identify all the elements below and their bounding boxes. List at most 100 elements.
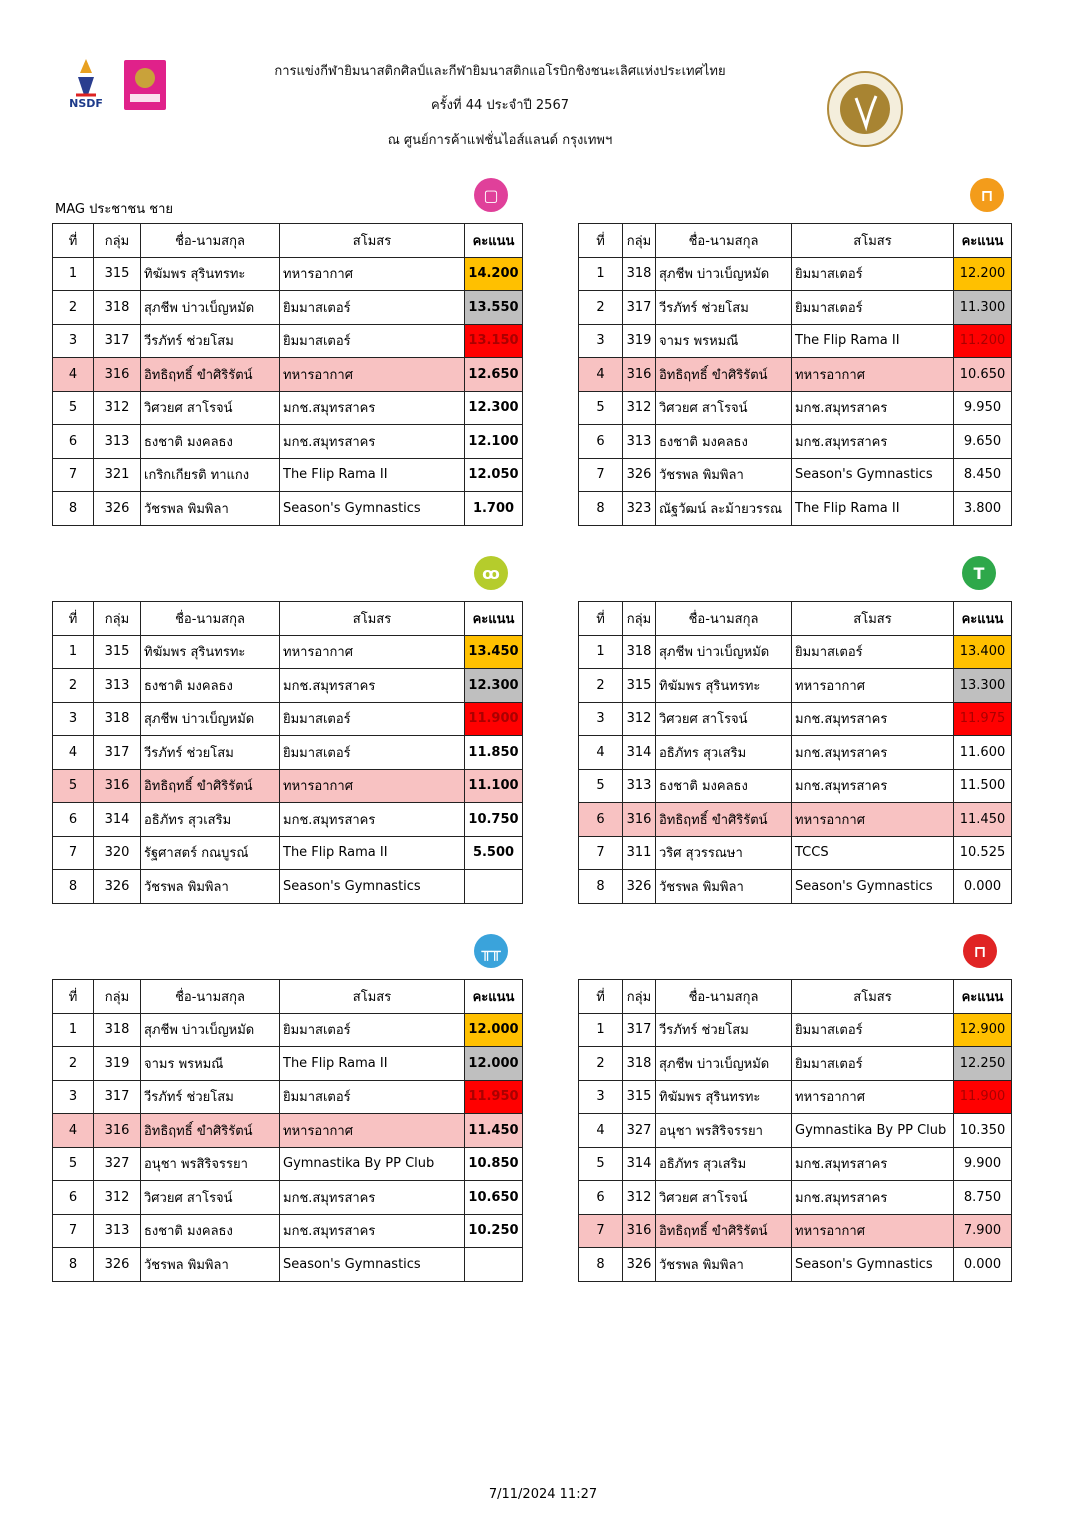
score-cell: 8.450: [953, 457, 1012, 492]
group-cell: 323: [622, 491, 656, 526]
club-cell: TCCS: [791, 835, 954, 870]
rank-cell: 6: [578, 1180, 623, 1215]
rank-cell: 5: [578, 1146, 623, 1181]
table-row: 1 318 สุภชีพ บ่าวเบ็ญหมัด ยิมมาสเตอร์ 12.000: [52, 1012, 523, 1047]
club-cell: The Flip Rama II: [279, 835, 465, 870]
rank-cell: 3: [578, 1079, 623, 1114]
table-row: 5 314 อธิภัทร สุวเสริม มกช.สมุทรสาคร 9.900: [578, 1146, 1012, 1181]
table-row: 8 326 วัชรพล พิมพิลา Season's Gymnastics: [52, 869, 523, 904]
name-cell: อธิภัทร สุวเสริม: [140, 802, 280, 837]
score-cell: 11.500: [953, 768, 1012, 803]
group-cell: 315: [93, 634, 141, 669]
group-cell: 318: [93, 290, 141, 325]
table-row: 3 318 สุภชีพ บ่าวเบ็ญหมัด ยิมมาสเตอร์ 11.900: [52, 701, 523, 736]
score-cell: 0.000: [953, 869, 1012, 904]
club-cell: ทหารอากาศ: [279, 1113, 465, 1148]
score-cell: 9.950: [953, 390, 1012, 425]
title-line-3: ณ ศูนย์การค้าแฟชั่นไอส์แลนด์ กรุงเทพฯ: [387, 133, 613, 148]
name-cell: อิทธิฤทธิ์ ขำศิริรัตน์: [140, 768, 280, 803]
club-cell: ยิมมาสเตอร์: [279, 323, 465, 358]
club-cell: ทหารอากาศ: [791, 668, 954, 703]
floor-icon: ▢: [474, 178, 508, 212]
name-cell: วีรภัทร์ ช่วยโสม: [655, 1012, 792, 1047]
name-cell: อธิภัทร สุวเสริม: [655, 1146, 792, 1181]
group-cell: 311: [622, 835, 656, 870]
column-header: ที่: [578, 601, 623, 636]
rank-cell: 4: [52, 735, 94, 770]
group-cell: 319: [622, 323, 656, 358]
club-cell: The Flip Rama II: [791, 323, 954, 358]
rank-cell: 1: [52, 256, 94, 291]
header-row: ที่ กลุ่ม ชื่อ-นามสกุล สโมสร คะแนน: [52, 601, 523, 636]
column-header: สโมสร: [279, 601, 465, 636]
rank-cell: 2: [578, 290, 623, 325]
table-row: 8 323 ณัฐวัฒน์ ละม้ายวรรณ The Flip Rama II 3…: [578, 491, 1012, 526]
table-row: 7 311 วริศ สุวรรณษา TCCS 10.525: [578, 835, 1012, 870]
nsdf-logo: NSDF: [62, 55, 110, 117]
club-cell: ทหารอากาศ: [279, 256, 465, 291]
header-row: ที่ กลุ่ม ชื่อ-นามสกุล สโมสร คะแนน: [52, 979, 523, 1014]
club-cell: Season's Gymnastics: [791, 1247, 954, 1282]
score-cell: 11.900: [953, 1079, 1012, 1114]
group-cell: 318: [93, 701, 141, 736]
name-cell: อธิภัทร สุวเสริม: [655, 735, 792, 770]
table-row: 1 318 สุภชีพ บ่าวเบ็ญหมัด ยิมมาสเตอร์ 12.200: [578, 256, 1012, 291]
rank-cell: 8: [578, 491, 623, 526]
group-cell: 317: [622, 290, 656, 325]
club-cell: ยิมมาสเตอร์: [279, 1012, 465, 1047]
rank-cell: 1: [52, 634, 94, 669]
column-header: ชื่อ-นามสกุล: [655, 979, 792, 1014]
club-cell: มกช.สมุทรสาคร: [791, 735, 954, 770]
rank-cell: 7: [578, 835, 623, 870]
column-header: สโมสร: [791, 979, 954, 1014]
score-cell: 11.600: [953, 735, 1012, 770]
score-cell: 12.650: [464, 357, 523, 392]
column-header: สโมสร: [279, 223, 465, 258]
table-row: 8 326 วัชรพล พิมพิลา Season's Gymnastics 0.0…: [578, 869, 1012, 904]
table-row: 3 312 วิศวยศ สาโรจน์ มกช.สมุทรสาคร 11.975: [578, 701, 1012, 736]
score-cell: 12.000: [464, 1046, 523, 1081]
score-cell: 0.000: [953, 1247, 1012, 1282]
group-cell: 313: [622, 424, 656, 459]
rank-cell: 6: [578, 424, 623, 459]
rank-cell: 2: [52, 1046, 94, 1081]
name-cell: วัชรพล พิมพิลา: [140, 869, 280, 904]
group-cell: 326: [93, 491, 141, 526]
table-row: 5 312 วิศวยศ สาโรจน์ มกช.สมุทรสาคร 9.950: [578, 390, 1012, 425]
table-row: 4 317 วีรภัทร์ ช่วยโสม ยิมมาสเตอร์ 11.850: [52, 735, 523, 770]
rank-cell: 2: [578, 668, 623, 703]
score-cell: 10.650: [953, 357, 1012, 392]
group-cell: 316: [93, 357, 141, 392]
club-cell: มกช.สมุทรสาคร: [279, 802, 465, 837]
rank-cell: 4: [578, 357, 623, 392]
score-cell: 13.550: [464, 290, 523, 325]
name-cell: จามร พรหมณี: [655, 323, 792, 358]
column-header: กลุ่ม: [93, 979, 141, 1014]
name-cell: สุภชีพ บ่าวเบ็ญหมัด: [140, 1012, 280, 1047]
group-cell: 312: [93, 390, 141, 425]
rank-cell: 6: [52, 1180, 94, 1215]
name-cell: วัชรพล พิมพิลา: [655, 869, 792, 904]
group-cell: 313: [93, 1213, 141, 1248]
table-row: 1 315 ทิฆัมพร สุรินทรทะ ทหารอากาศ 13.450: [52, 634, 523, 669]
table-row: 8 326 วัชรพล พิมพิลา Season's Gymnastics: [52, 1247, 523, 1282]
name-cell: ธงชาติ มงคลธง: [140, 424, 280, 459]
title-line-1: การแข่งกีฬายิมนาสติกศิลป์และกีฬายิมนาสติ…: [274, 64, 726, 79]
rank-cell: 2: [52, 668, 94, 703]
name-cell: วิศวยศ สาโรจน์: [140, 1180, 280, 1215]
club-cell: The Flip Rama II: [279, 1046, 465, 1081]
name-cell: ณัฐวัฒน์ ละม้ายวรรณ: [655, 491, 792, 526]
score-cell: 11.300: [953, 290, 1012, 325]
club-cell: The Flip Rama II: [279, 457, 465, 492]
score-cell: [464, 1247, 523, 1282]
club-cell: มกช.สมุทรสาคร: [279, 668, 465, 703]
column-header: คะแนน: [953, 979, 1012, 1014]
column-header: ที่: [578, 979, 623, 1014]
score-cell: [464, 869, 523, 904]
rank-cell: 3: [578, 323, 623, 358]
name-cell: วัชรพล พิมพิลา: [140, 1247, 280, 1282]
group-cell: 317: [93, 323, 141, 358]
name-cell: วีรภัทร์ ช่วยโสม: [140, 1079, 280, 1114]
score-cell: 10.350: [953, 1113, 1012, 1148]
club-cell: มกช.สมุทรสาคร: [791, 390, 954, 425]
